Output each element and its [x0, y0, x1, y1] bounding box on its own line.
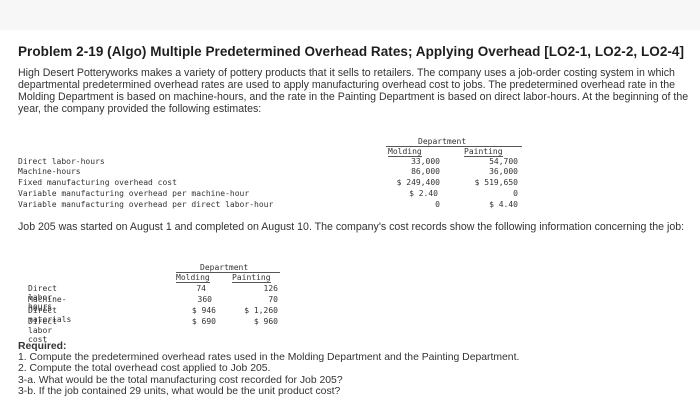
department-header: Department	[418, 137, 467, 146]
column-header-painting: Painting	[464, 147, 503, 157]
department-header: Department	[200, 263, 249, 272]
row-label: Machine-hours	[28, 295, 67, 313]
required-item-3b: 3-b. If the job contained 29 units, what…	[18, 385, 341, 397]
row-label: Variable manufacturing overhead per mach…	[18, 189, 250, 198]
painting-value: $ 4.40	[489, 200, 518, 209]
column-header-molding: Molding	[176, 273, 210, 283]
required-item-3a: 3-a. What would be the total manufacturi…	[18, 374, 343, 386]
row-label: Variable manufacturing overhead per dire…	[18, 200, 274, 209]
painting-value: 54,700	[489, 157, 518, 166]
molding-value: 0	[435, 200, 440, 209]
required-section: Required: 1. Compute the predetermined o…	[18, 341, 519, 397]
job-description: Job 205 was started on August 1 and comp…	[18, 221, 685, 233]
problem-intro: High Desert Potteryworks makes a variety…	[18, 67, 689, 115]
department-underline	[176, 272, 280, 273]
row-label: Machine-hours	[18, 167, 81, 176]
column-header-painting: Painting	[232, 273, 271, 283]
molding-value: 33,000	[411, 157, 440, 166]
painting-value: $ 960	[253, 317, 278, 326]
molding-value: $ 690	[191, 317, 216, 326]
row-label: Direct labor-hours	[18, 157, 105, 166]
department-underline	[386, 146, 522, 147]
molding-value: 86,000	[411, 167, 440, 176]
required-item-1: 1. Compute the predetermined overhead ra…	[18, 352, 520, 364]
painting-value: 70	[268, 295, 278, 304]
required-heading: Required:	[18, 341, 67, 352]
row-label: Direct materials	[28, 306, 72, 324]
problem-title: Problem 2-19 (Algo) Multiple Predetermin…	[18, 44, 685, 59]
painting-value: 126	[263, 284, 278, 293]
molding-value: $ 946	[191, 306, 216, 315]
column-header-molding: Molding	[388, 147, 422, 157]
painting-value: 36,000	[489, 167, 518, 176]
molding-value: $ 2.40	[409, 189, 438, 198]
row-label: Fixed manufacturing overhead cost	[18, 178, 177, 187]
row-label: Direct labor cost	[28, 317, 57, 344]
row-label: Direct labor-hours	[28, 284, 57, 311]
molding-value: 360	[197, 295, 212, 304]
molding-value: $ 249,400	[396, 178, 440, 187]
painting-value: $ 1,260	[244, 306, 278, 315]
molding-value: 74	[196, 284, 206, 293]
top-bar	[0, 0, 700, 30]
painting-value: $ 519,650	[474, 178, 518, 187]
required-item-2: 2. Compute the total overhead cost appli…	[18, 363, 271, 375]
painting-value: 0	[513, 189, 518, 198]
